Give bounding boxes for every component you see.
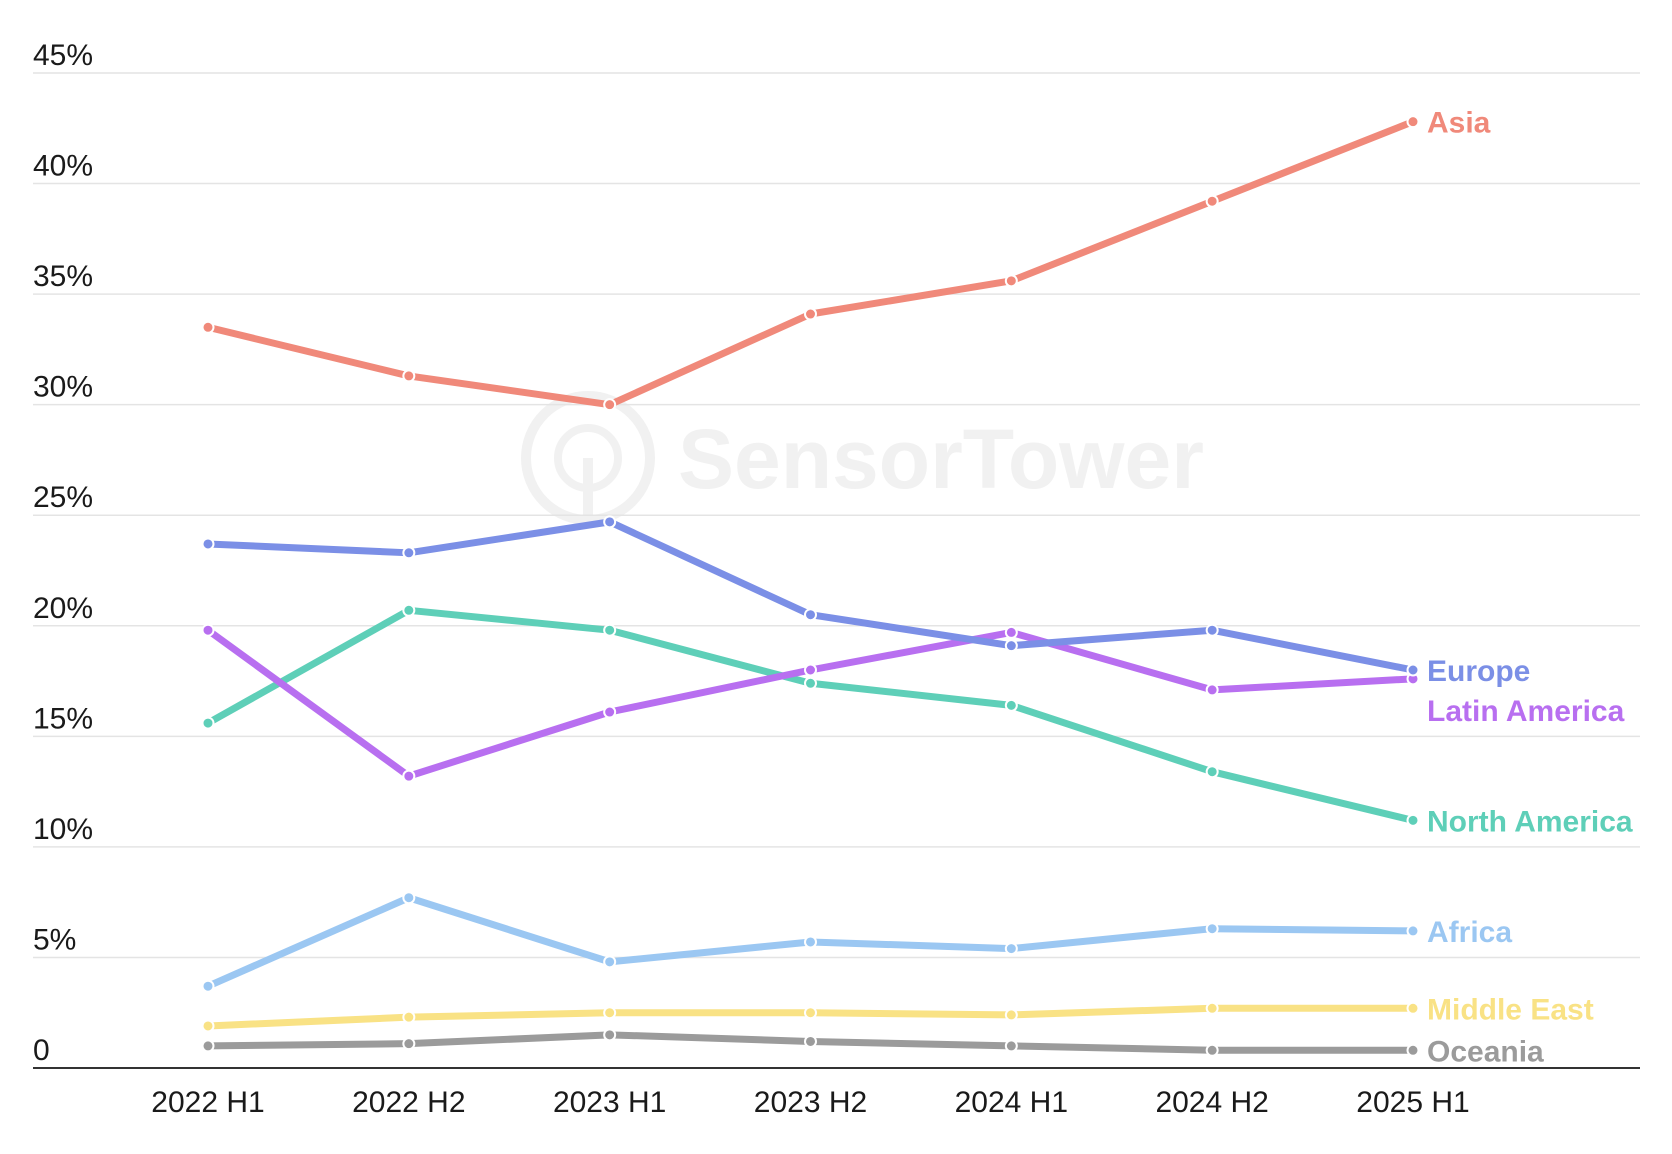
data-point [1004, 942, 1018, 956]
data-point [1205, 623, 1219, 637]
data-point [402, 891, 416, 905]
data-point [201, 623, 215, 637]
data-point [1406, 1001, 1420, 1015]
x-tick-label: 2025 H1 [1356, 1086, 1469, 1119]
data-point [201, 979, 215, 993]
x-tick-label: 2023 H2 [754, 1086, 867, 1119]
data-point [1406, 663, 1420, 677]
data-point [804, 676, 817, 690]
gridlines [33, 72, 1640, 959]
data-point [603, 1006, 617, 1020]
watermark: SensorTower [521, 391, 1204, 525]
data-point [1406, 924, 1420, 938]
data-point [1004, 274, 1018, 288]
data-point [402, 769, 416, 783]
data-point [603, 955, 617, 969]
data-point [1205, 922, 1219, 936]
y-axis-ticks: 0 5% 10% 15% 20% 25% 30% 35% 40% 45% [33, 39, 93, 1067]
data-point [1205, 1001, 1219, 1015]
series-label: North America [1427, 805, 1633, 838]
data-point [1205, 194, 1219, 208]
data-point [1406, 1043, 1420, 1057]
series-north-america [201, 603, 1420, 827]
data-point [201, 320, 215, 334]
series-asia [201, 115, 1420, 412]
series-oceania [201, 1028, 1420, 1057]
watermark-text: SensorTower [678, 412, 1204, 506]
series-label: Latin America [1427, 695, 1625, 728]
data-point [201, 537, 215, 551]
data-point [1406, 115, 1420, 129]
data-point [1004, 1008, 1018, 1022]
y-tick-label: 30% [33, 371, 93, 404]
x-tick-label: 2024 H1 [955, 1086, 1068, 1119]
series-label: Europe [1427, 655, 1530, 688]
data-point [1406, 813, 1420, 827]
y-tick-label: 5% [33, 923, 76, 956]
data-point [1004, 1039, 1018, 1053]
data-point [1205, 1043, 1219, 1057]
y-tick-label: 0 [33, 1034, 50, 1067]
data-point [201, 1019, 215, 1033]
x-tick-label: 2022 H2 [352, 1086, 465, 1119]
data-point [1004, 698, 1018, 712]
data-point [603, 623, 617, 637]
series-line [204, 118, 1417, 409]
data-point [804, 608, 817, 622]
series-label: Africa [1427, 916, 1512, 949]
data-point [1205, 683, 1219, 697]
x-tick-label: 2023 H1 [553, 1086, 666, 1119]
x-tick-label: 2022 H1 [151, 1086, 264, 1119]
data-point [201, 716, 215, 730]
y-tick-label: 25% [33, 481, 93, 514]
y-tick-label: 20% [33, 592, 93, 625]
data-point [1205, 765, 1219, 779]
series-europe [201, 515, 1420, 677]
data-point [603, 705, 617, 719]
series-middle-east [201, 1001, 1420, 1033]
y-tick-label: 10% [33, 813, 93, 846]
data-point [201, 1039, 215, 1053]
data-point [804, 663, 817, 677]
y-tick-label: 35% [33, 260, 93, 293]
series-group [201, 115, 1420, 1057]
series-line [204, 518, 1417, 674]
series-label: Asia [1427, 107, 1491, 140]
x-axis: 2022 H1 2022 H2 2023 H1 2023 H2 2024 H1 2024 … [33, 1067, 1640, 1119]
data-point [402, 369, 416, 383]
y-tick-label: 45% [33, 39, 93, 72]
series-latin-america [201, 623, 1420, 783]
data-point [603, 398, 617, 412]
data-point [402, 603, 416, 617]
data-point [402, 1010, 416, 1024]
data-point [804, 1006, 817, 1020]
data-point [402, 546, 416, 560]
data-point [804, 935, 817, 949]
data-point [603, 1028, 617, 1042]
data-point [1004, 639, 1018, 653]
series-line [204, 626, 1417, 780]
x-tick-label: 2024 H2 [1155, 1086, 1268, 1119]
data-point [603, 515, 617, 529]
data-point [804, 1034, 817, 1048]
series-line [204, 606, 1417, 824]
series-africa [201, 891, 1420, 993]
y-tick-label: 40% [33, 150, 93, 183]
series-labels: Asia Europe Latin America North America Afri… [1427, 107, 1633, 1069]
series-label: Oceania [1427, 1035, 1544, 1068]
data-point [804, 307, 817, 321]
data-point [1004, 625, 1018, 639]
y-tick-label: 15% [33, 702, 93, 735]
data-point [402, 1037, 416, 1051]
series-label: Middle East [1427, 993, 1594, 1026]
